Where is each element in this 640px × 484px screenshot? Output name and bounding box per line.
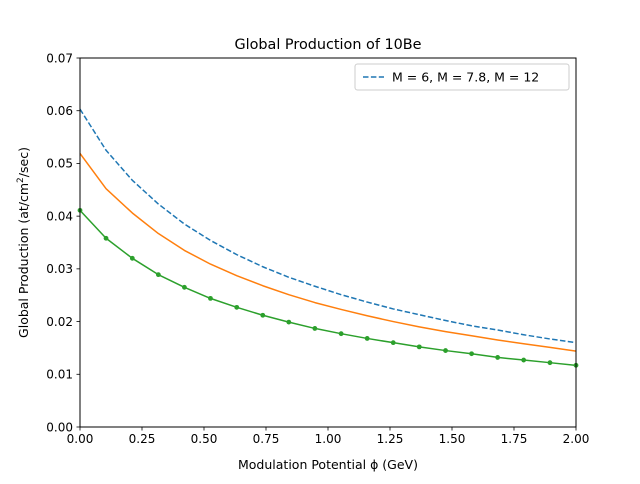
series-3-marker — [129, 255, 135, 261]
y-tick-label: 0.02 — [46, 315, 73, 329]
series-3-marker — [155, 272, 161, 278]
series-3-marker — [260, 312, 266, 318]
y-tick-label: 0.05 — [46, 157, 73, 171]
series-3-marker — [443, 348, 448, 353]
series-3-marker — [234, 304, 240, 310]
legend-label: M = 6, M = 7.8, M = 12 — [392, 70, 539, 85]
legend-box — [354, 63, 570, 91]
y-axis-label: Global Production (at/cm2/sec) — [16, 147, 31, 338]
series-3-marker — [312, 326, 318, 331]
series-3-marker — [547, 360, 553, 366]
series-3-marker — [364, 336, 370, 341]
series-3-marker — [103, 235, 109, 241]
x-axis-label: Modulation Potential ϕ (GeV) — [238, 457, 418, 472]
x-tick-label: 1.00 — [315, 432, 342, 446]
x-tick-label: 1.25 — [377, 432, 404, 446]
y-tick-label: 0.01 — [46, 368, 73, 382]
x-tick-label: 0.25 — [129, 432, 156, 446]
x-tick-label: 0.75 — [253, 432, 280, 446]
series-3-marker — [469, 351, 474, 357]
series-3-marker — [495, 355, 501, 360]
series-3-marker — [416, 344, 422, 350]
y-axis-ticks: 0.00 0.01 0.02 0.03 0.04 0.05 0.06 0.07 — [46, 51, 80, 434]
y-tick-label: 0.00 — [46, 420, 73, 434]
series-line-1 — [79, 108, 577, 344]
x-tick-label: 0.00 — [67, 432, 94, 446]
x-tick-label: 1.50 — [439, 432, 466, 446]
series-3-marker — [208, 295, 213, 301]
series-3-marker — [182, 284, 187, 290]
x-tick-label: 2.00 — [563, 432, 590, 446]
chart-title: Global Production of 10Be — [234, 37, 421, 53]
series-line-2 — [79, 152, 577, 352]
y-tick-label: 0.07 — [46, 51, 73, 65]
x-tick-label: 1.75 — [501, 432, 528, 446]
series-3-marker — [338, 331, 344, 337]
y-tick-label: 0.04 — [46, 209, 73, 223]
legend: M = 6, M = 7.8, M = 12 — [354, 63, 570, 91]
y-tick-label: 0.06 — [46, 104, 73, 118]
x-axis-ticks: 0.00 0.25 0.50 0.75 1.00 1.25 1.50 1.75 2.00 — [67, 427, 590, 446]
x-tick-label: 0.50 — [191, 432, 218, 446]
series-3-marker — [521, 357, 527, 363]
y-tick-label: 0.03 — [46, 262, 73, 276]
series-line-3 — [79, 209, 577, 367]
series-3-marker — [390, 340, 396, 346]
series-3-marker — [286, 319, 292, 325]
series-layer — [77, 108, 579, 368]
